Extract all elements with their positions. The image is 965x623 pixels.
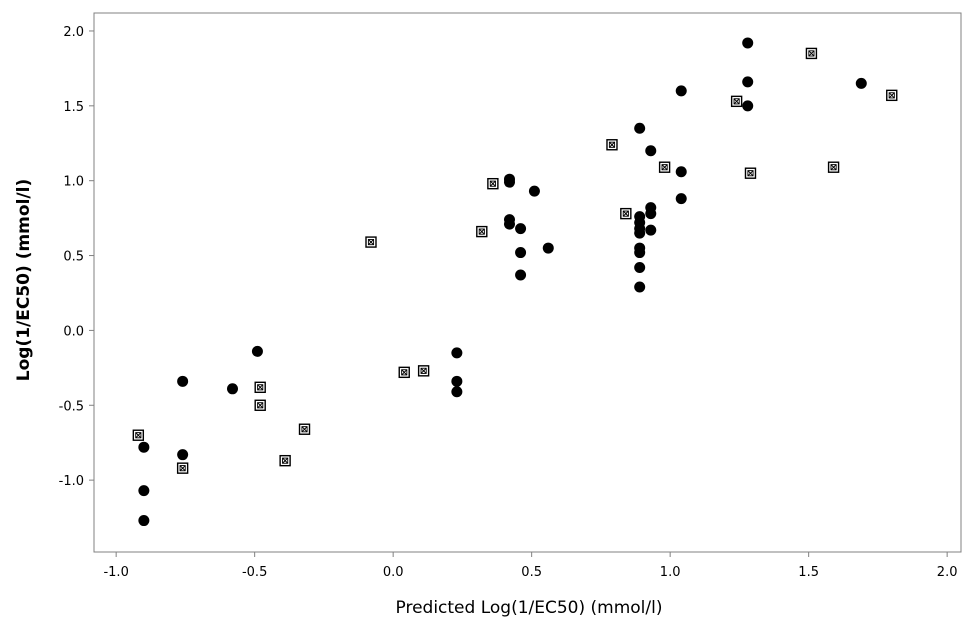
data-point-circle <box>645 208 657 220</box>
data-point-square <box>398 366 410 379</box>
data-point-circle <box>675 166 687 178</box>
data-point-square <box>658 161 671 173</box>
x-tick-label: -1.0 <box>103 565 128 580</box>
y-tick-label: -1.0 <box>59 474 84 489</box>
data-point-square <box>176 462 189 474</box>
y-tick-label: 0.5 <box>63 250 84 265</box>
data-points <box>132 37 898 527</box>
data-point-square <box>730 95 743 108</box>
data-point-square <box>487 177 499 190</box>
data-point-square <box>279 454 291 467</box>
data-point-circle <box>177 375 189 387</box>
x-tick-label: 1.5 <box>798 565 819 580</box>
data-point-circle <box>742 100 754 112</box>
data-point-circle <box>177 449 189 461</box>
data-point-square <box>254 381 266 394</box>
data-point-circle <box>742 37 754 49</box>
data-point-square <box>805 47 818 60</box>
data-point-circle <box>675 85 687 97</box>
data-point-circle <box>675 193 687 205</box>
data-point-circle <box>503 218 515 230</box>
data-point-circle <box>515 247 527 259</box>
data-point-circle <box>634 262 646 274</box>
x-tick-label: 0.0 <box>383 565 404 580</box>
x-axis: -1.0 -0.5 0.0 0.5 1.0 1.5 2.0 <box>103 552 957 580</box>
data-point-circle <box>742 76 754 88</box>
data-point-square <box>620 207 632 220</box>
data-point-square <box>298 423 311 435</box>
data-point-square <box>886 89 898 102</box>
data-point-circle <box>138 515 150 527</box>
y-tick-label: 2.0 <box>63 25 84 40</box>
data-point-circle <box>645 224 657 236</box>
data-point-square <box>606 139 618 151</box>
data-point-circle <box>451 347 463 359</box>
data-point-circle <box>138 441 150 453</box>
data-point-square <box>254 399 266 411</box>
data-point-circle <box>645 145 657 157</box>
data-point-circle <box>542 242 554 254</box>
data-point-circle <box>515 223 527 235</box>
x-tick-label: 0.5 <box>521 565 542 580</box>
data-point-square <box>476 225 488 238</box>
data-point-circle <box>515 269 527 281</box>
data-point-circle <box>634 281 646 293</box>
x-tick-label: -0.5 <box>242 565 267 580</box>
data-point-circle <box>634 227 646 239</box>
x-tick-label: 2.0 <box>937 565 958 580</box>
plot-area <box>93 12 962 553</box>
data-point-circle <box>634 122 646 134</box>
y-tick-label: 1.5 <box>63 100 84 115</box>
data-point-circle <box>251 345 263 357</box>
data-point-circle <box>451 375 463 387</box>
y-axis-title: Log(1/EC50) (mmol/l) <box>14 179 34 381</box>
x-axis-title: Predicted Log(1/EC50) (mmol/l) <box>396 598 663 618</box>
data-point-square <box>417 365 430 377</box>
data-point-circle <box>226 383 238 395</box>
data-point-circle <box>503 176 515 188</box>
data-point-square <box>365 236 377 248</box>
data-point-circle <box>528 185 540 197</box>
data-point-circle <box>855 77 867 89</box>
data-point-circle <box>634 247 646 259</box>
data-point-square <box>132 429 145 441</box>
data-point-square <box>827 161 840 173</box>
y-tick-label: 0.0 <box>63 324 84 339</box>
data-point-square <box>744 167 757 179</box>
y-tick-label: 1.0 <box>63 175 84 190</box>
data-point-circle <box>451 386 463 398</box>
y-axis: -1.0 -0.5 0.0 0.5 1.0 1.5 2.0 <box>59 25 94 489</box>
y-tick-label: -0.5 <box>59 399 84 414</box>
x-tick-label: 1.0 <box>660 565 681 580</box>
data-point-circle <box>138 485 150 497</box>
